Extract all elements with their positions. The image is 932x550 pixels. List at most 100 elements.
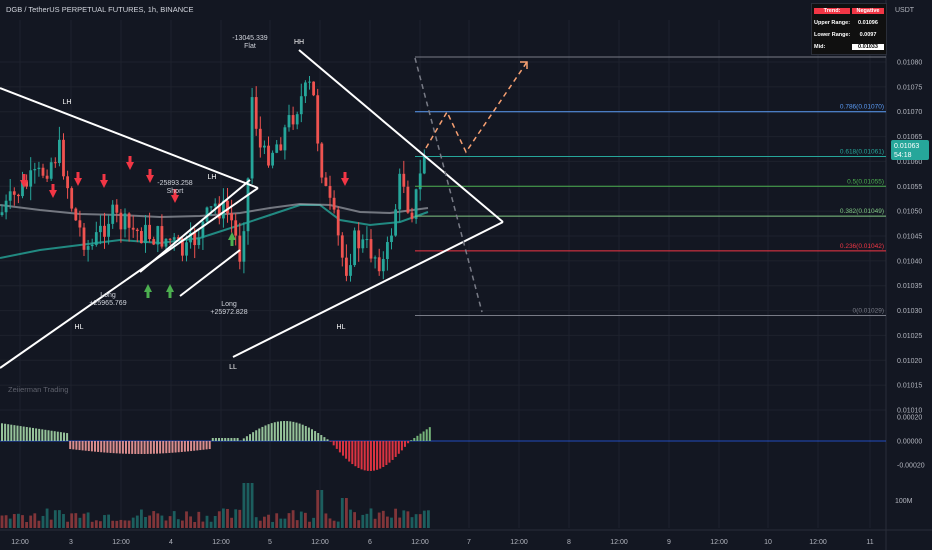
candle-body	[164, 238, 168, 247]
trend-row: Trend: Negative	[814, 5, 884, 16]
oscillator-bar	[13, 425, 16, 441]
volume-bar	[418, 514, 422, 528]
volume-bar	[70, 513, 74, 528]
oscillator-bar	[348, 441, 351, 462]
fib-retracement[interactable]: 0.786(0.01070) 0.618(0.01061) 0.5(0.01055)…	[415, 56, 886, 317]
oscillator-bar	[258, 428, 261, 441]
oscillator-bar	[118, 441, 121, 454]
oscillator-bar	[428, 427, 431, 441]
trade-label: -25893.258	[157, 180, 193, 187]
oscillator-bar	[227, 438, 230, 441]
candle-body	[246, 178, 250, 232]
lower-range-label: Lower Range:	[814, 31, 851, 38]
volume-bar	[181, 520, 184, 528]
channel-line-1[interactable]	[139, 179, 251, 273]
oscillator-bar	[249, 434, 251, 441]
candle-body	[201, 221, 205, 238]
volume-bar	[377, 512, 381, 528]
oscillator-bar	[342, 441, 344, 456]
oscillator-bar	[190, 441, 193, 452]
fib-level-label: 0.618(0.01061)	[840, 148, 884, 155]
candle-body	[250, 97, 254, 179]
price-axis[interactable]: 0.01080 0.01075 0.01070 0.01065 0.01060 0.010…	[897, 60, 922, 415]
candle-body	[78, 220, 82, 228]
projection-lines	[414, 57, 528, 313]
oscillator-bar	[156, 441, 158, 454]
volume-bar	[328, 518, 332, 528]
candle-body	[312, 81, 315, 96]
volume-bar	[140, 509, 143, 528]
candle-body	[349, 265, 352, 276]
signal-arrows	[20, 156, 349, 298]
oscillator-bar	[162, 441, 165, 454]
oscillator-bar	[298, 423, 301, 441]
oscillator-bar	[125, 441, 127, 454]
trade-label: +25972.828	[210, 309, 247, 316]
volume-bar	[99, 521, 102, 528]
trade-labels: Long+25965.769-25893.258ShortLong+25972.…	[89, 35, 267, 316]
oscillator-bar	[72, 441, 75, 450]
candle-body	[418, 173, 422, 190]
sell-arrow-icon	[74, 172, 82, 186]
projection-gray	[414, 57, 483, 313]
oscillator-bar	[379, 441, 382, 469]
candle-body	[197, 237, 201, 246]
volume-bar	[406, 511, 410, 528]
time-axis[interactable]: 12:00 3 12:00 4 12:00 5 12:00 6 12:00 7 12:00 8 12:0…	[11, 539, 873, 546]
volume-bar	[304, 512, 307, 528]
volume-bar	[287, 513, 291, 528]
candle-body	[279, 144, 283, 151]
oscillator-bar	[425, 429, 428, 441]
sell-arrow-icon	[146, 169, 154, 183]
volume-bar	[345, 498, 348, 528]
channel-line-2[interactable]	[179, 249, 241, 297]
oscillator-bar	[7, 424, 10, 441]
oscillator-bar	[301, 424, 304, 441]
upper-range-row: Upper Range: 0.01096	[814, 17, 884, 28]
oscillator-bar	[50, 430, 53, 441]
candle-body	[66, 176, 69, 189]
oscillator-bar	[187, 441, 189, 452]
volume-bar	[74, 513, 78, 528]
candle-body	[168, 238, 172, 240]
sell-arrow-icon	[100, 174, 108, 188]
volume-bar	[86, 512, 90, 528]
oscillator-bar	[106, 441, 109, 453]
volume-bar	[156, 513, 160, 528]
trendlines[interactable]	[0, 49, 504, 369]
volume-bar	[357, 520, 361, 528]
oscillator-bar	[261, 426, 264, 441]
oscillator-bar	[75, 441, 78, 450]
wedge-upper-line[interactable]	[298, 49, 504, 223]
oscillator-bar	[183, 441, 186, 452]
volume-bar	[17, 513, 20, 528]
volume-bar	[58, 510, 61, 528]
candle-body	[295, 114, 299, 125]
wedge-lower-line[interactable]	[232, 221, 504, 358]
volume-bar	[164, 520, 168, 528]
oscillator-bar	[196, 441, 199, 451]
oscillator-bar	[94, 441, 96, 452]
volume-bar	[197, 511, 201, 528]
oscillator-bar	[174, 441, 177, 453]
candle-body	[324, 177, 328, 186]
volume-bar	[299, 511, 303, 528]
oscillator-bar	[180, 441, 183, 452]
oscillator-bar	[329, 441, 332, 442]
volume-bar	[176, 519, 180, 528]
volume-bar	[422, 510, 426, 528]
volume-bar	[25, 521, 28, 528]
candle-body	[332, 197, 336, 210]
candle-body	[193, 232, 197, 246]
swing-label: HL	[75, 324, 84, 331]
oscillator-bar	[224, 438, 227, 441]
time-tick: 5	[268, 539, 272, 546]
volume-bar	[365, 513, 369, 528]
volume-bar	[4, 515, 8, 528]
trendline-ascending-lower[interactable]	[0, 187, 259, 369]
trendline-descending[interactable]	[0, 87, 259, 189]
candle-body	[25, 181, 28, 187]
volume-bar	[394, 508, 397, 528]
buy-arrow-icon	[144, 284, 152, 298]
